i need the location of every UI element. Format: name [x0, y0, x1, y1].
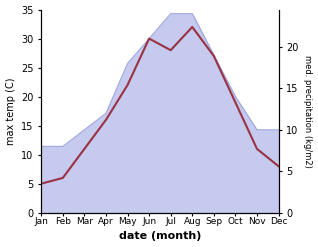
Y-axis label: max temp (C): max temp (C) [5, 77, 16, 145]
X-axis label: date (month): date (month) [119, 231, 201, 242]
Y-axis label: med. precipitation (kg/m2): med. precipitation (kg/m2) [303, 55, 313, 167]
